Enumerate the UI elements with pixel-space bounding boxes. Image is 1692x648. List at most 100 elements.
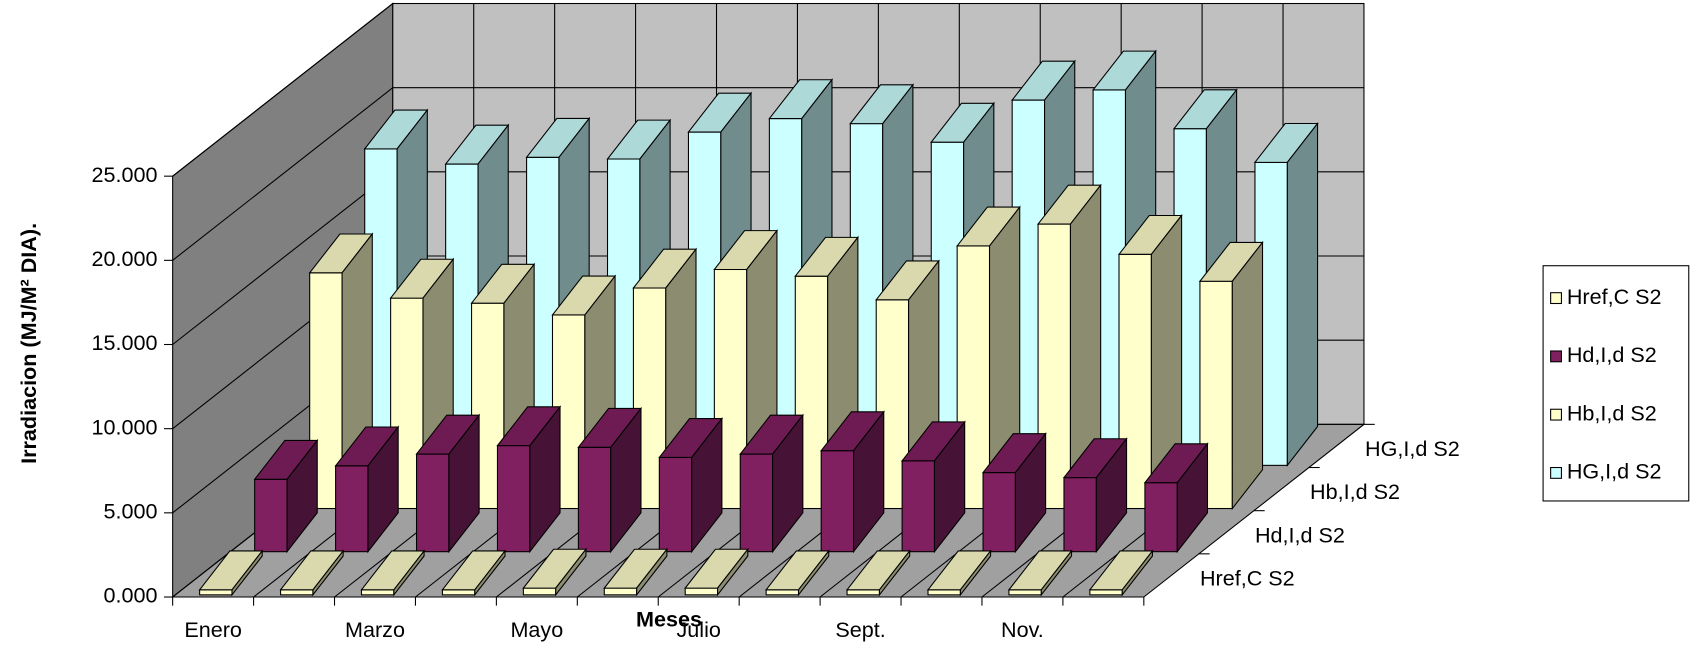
legend-swatch bbox=[1550, 350, 1562, 363]
bar bbox=[765, 549, 830, 597]
bar-side bbox=[1286, 121, 1319, 467]
bar-side bbox=[636, 547, 668, 597]
bar-side bbox=[474, 549, 506, 597]
bar-side bbox=[933, 420, 966, 554]
bar-front bbox=[1089, 589, 1123, 596]
bar-front bbox=[1063, 477, 1097, 553]
bar-front bbox=[1008, 589, 1042, 596]
grid-line-side bbox=[172, 171, 394, 345]
grid-line bbox=[172, 2, 1364, 177]
bar-side bbox=[448, 413, 480, 554]
bar-side bbox=[231, 549, 263, 597]
bar bbox=[901, 420, 966, 554]
bar-front bbox=[335, 465, 369, 553]
bar-front bbox=[927, 589, 961, 596]
bar bbox=[441, 549, 507, 597]
bar bbox=[279, 549, 345, 597]
bar-front bbox=[199, 589, 233, 596]
legend-label: Hd,I,d S2 bbox=[1567, 342, 1657, 367]
bar bbox=[684, 547, 749, 597]
bar bbox=[845, 549, 911, 597]
bar bbox=[926, 549, 992, 597]
bar-side bbox=[555, 547, 587, 597]
bar-side bbox=[1231, 240, 1264, 511]
bar-side bbox=[959, 549, 992, 597]
bar bbox=[253, 438, 319, 554]
bar-front bbox=[496, 445, 531, 553]
bar bbox=[415, 413, 481, 554]
bar-front bbox=[1144, 482, 1178, 553]
legend-label: HG,I,d S2 bbox=[1567, 459, 1662, 484]
bar-front bbox=[982, 472, 1016, 553]
bar-side bbox=[1176, 442, 1209, 554]
bar bbox=[522, 547, 588, 597]
bar-side bbox=[717, 547, 749, 597]
bar bbox=[739, 413, 804, 554]
bar-side bbox=[772, 413, 804, 554]
bar bbox=[334, 425, 400, 554]
x-tick-label: Mayo bbox=[510, 617, 563, 642]
depth-label: HG,I,d S2 bbox=[1365, 436, 1460, 461]
bar bbox=[198, 549, 264, 597]
y-axis-title: Irradiacion (MJ/M² DIA). bbox=[16, 223, 41, 464]
bar bbox=[1007, 549, 1073, 597]
depth-label: Hb,I,d S2 bbox=[1310, 479, 1400, 504]
bar-front bbox=[901, 460, 936, 553]
y-tick-label: 20.000 bbox=[92, 246, 158, 271]
bar-side bbox=[1121, 549, 1153, 597]
grid-line-side bbox=[172, 87, 394, 261]
y-tick-label: 15.000 bbox=[92, 330, 158, 355]
bar bbox=[603, 547, 668, 597]
x-tick-label: Enero bbox=[184, 617, 242, 642]
bar-front bbox=[765, 589, 800, 596]
bar-side bbox=[367, 425, 399, 554]
bar-side bbox=[797, 549, 830, 597]
x-tick-label: Nov. bbox=[1001, 617, 1044, 642]
legend-box bbox=[1542, 265, 1690, 502]
bar-side bbox=[1014, 432, 1047, 554]
bar-side bbox=[1040, 549, 1073, 597]
bar-side bbox=[312, 549, 344, 597]
y-tick-label: 5.000 bbox=[104, 499, 158, 524]
depth-label: Hd,I,d S2 bbox=[1255, 522, 1345, 547]
grid-line-side bbox=[172, 3, 394, 177]
bar bbox=[1143, 442, 1209, 554]
legend-swatch bbox=[1550, 466, 1562, 479]
bar-front bbox=[577, 446, 612, 553]
bar-front bbox=[522, 587, 557, 596]
bar-front bbox=[441, 589, 476, 596]
y-tick-label: 25.000 bbox=[92, 162, 158, 187]
bar bbox=[577, 406, 643, 554]
bar-front bbox=[603, 587, 638, 596]
bar-front bbox=[739, 453, 774, 553]
bar-front bbox=[684, 587, 719, 596]
bar bbox=[658, 416, 724, 554]
bar bbox=[820, 410, 885, 554]
bar-side bbox=[529, 405, 561, 554]
bar-front bbox=[820, 450, 855, 553]
bar-side bbox=[610, 406, 642, 554]
bar-side bbox=[878, 549, 911, 597]
x-tick-label: Marzo bbox=[345, 617, 405, 642]
bar bbox=[1198, 240, 1264, 511]
legend-swatch bbox=[1550, 408, 1562, 421]
x-tick-label: Sept. bbox=[835, 617, 885, 642]
bar-front bbox=[280, 589, 314, 596]
bar-side bbox=[286, 438, 318, 554]
x-axis-title: Meses bbox=[636, 606, 702, 631]
bar bbox=[1088, 549, 1154, 597]
bar-front bbox=[360, 589, 395, 596]
bar-front bbox=[846, 589, 880, 596]
y-tick-label: 0.000 bbox=[104, 583, 158, 608]
bar bbox=[1062, 437, 1128, 554]
bar-front bbox=[658, 456, 693, 553]
bar bbox=[1253, 121, 1319, 467]
legend: Href,C S2 Hd,I,d S2 Hb,I,d S2 HG,I,d S2 bbox=[1542, 265, 1690, 502]
legend-swatch bbox=[1550, 292, 1562, 305]
legend-label: Hb,I,d S2 bbox=[1567, 400, 1657, 425]
bar-side bbox=[853, 410, 885, 554]
bar-front bbox=[254, 478, 288, 553]
bar-side bbox=[1095, 437, 1128, 554]
